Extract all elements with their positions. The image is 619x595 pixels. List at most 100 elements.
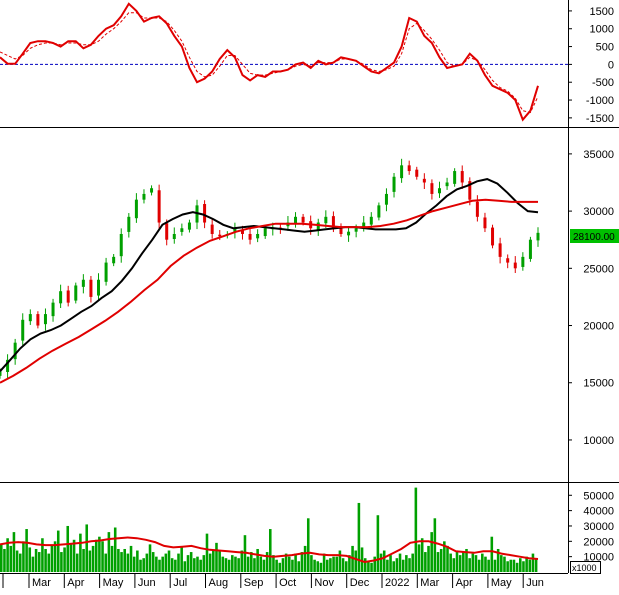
- x-axis-label: Apr: [456, 577, 473, 589]
- volume-bar: [224, 558, 228, 572]
- volume-bar: [69, 544, 73, 572]
- volume-bar: [398, 553, 402, 572]
- volume-bar: [354, 550, 358, 572]
- volume-bar: [155, 556, 158, 572]
- volume-bar: [6, 538, 9, 572]
- x-axis-label: Jul: [173, 577, 187, 589]
- volume-bar: [519, 558, 522, 572]
- candle-body: [339, 226, 343, 234]
- volume-bar: [512, 559, 516, 572]
- volume-bar: [481, 553, 484, 572]
- volume-panel: 50000 40000 30000 20000 10000: [0, 487, 614, 572]
- candle-body: [180, 228, 184, 232]
- volume-bar: [420, 538, 424, 572]
- volume-bar: [129, 545, 133, 572]
- volume-bar: [66, 525, 70, 572]
- volume-bar: [379, 553, 383, 572]
- volume-bar: [427, 545, 430, 572]
- volume-bar: [496, 548, 500, 572]
- volume-bar: [297, 561, 301, 572]
- candle-body: [407, 165, 411, 172]
- axis-labels: Mar Apr May Jun Jul Aug Sep Oct Nov Dec 2022 Mar Apr…: [2, 573, 544, 589]
- price-y-tick-label: 15000: [583, 378, 614, 390]
- volume-bar: [28, 547, 32, 572]
- volume-bar: [107, 532, 111, 572]
- candle-body: [536, 232, 540, 241]
- volume-bar: [395, 558, 399, 572]
- volume-bar: [449, 553, 452, 572]
- volume-bar: [158, 559, 161, 572]
- volume-bar: [63, 547, 66, 572]
- x-axis-label: Dec: [350, 577, 370, 589]
- volume-bar: [44, 548, 47, 572]
- volume-bar: [430, 532, 433, 572]
- moving-average-short: [0, 178, 539, 372]
- candle-body: [369, 216, 373, 225]
- volume-bar: [443, 541, 446, 572]
- volume-bar: [262, 559, 266, 572]
- volume-bar: [401, 559, 405, 572]
- volume-bar: [256, 548, 259, 572]
- volume-bar: [246, 556, 250, 572]
- osc-y-tick-label: 1000: [590, 24, 614, 36]
- volume-bar: [0, 544, 3, 572]
- volume-bar: [215, 542, 218, 572]
- volume-bar: [104, 553, 107, 572]
- last-price-tag-label: 28100.00: [573, 232, 615, 243]
- volume-bar: [9, 545, 13, 572]
- candle-body: [66, 290, 70, 303]
- volume-bar: [212, 550, 215, 572]
- volume-bar: [250, 552, 253, 572]
- candle-body: [172, 233, 176, 240]
- volume-y-tick-label: 20000: [583, 536, 614, 548]
- volume-bar: [382, 550, 386, 572]
- candle-body: [301, 216, 305, 223]
- last-price-tag-box: [570, 229, 619, 243]
- candle-body: [498, 243, 502, 257]
- volume-bar: [88, 550, 92, 572]
- volume-bar: [360, 547, 364, 572]
- volume-bar: [278, 562, 282, 572]
- volume-bar: [386, 559, 389, 572]
- candle-body: [316, 222, 320, 231]
- volume-bar: [196, 556, 199, 572]
- volume-bar: [284, 553, 288, 572]
- volume-bar: [170, 558, 174, 572]
- volume-bar: [60, 552, 63, 572]
- candle-body: [491, 227, 495, 246]
- candle-body: [127, 216, 131, 232]
- moving-average-long: [0, 198, 538, 384]
- x-axis-label: Sep: [244, 577, 264, 589]
- oscillator-line: [0, 2, 539, 122]
- volume-bar: [91, 545, 95, 572]
- volume-bar: [79, 533, 82, 572]
- candle-body: [294, 216, 298, 224]
- volume-bar: [37, 552, 41, 572]
- volume-bar: [490, 536, 494, 572]
- candle-body: [437, 188, 441, 194]
- volume-bar: [348, 555, 351, 572]
- volume-bar: [462, 552, 465, 572]
- volume-bar: [275, 559, 278, 572]
- candle-body: [165, 223, 169, 240]
- volume-bar: [47, 553, 51, 572]
- candle-body: [203, 204, 207, 223]
- volume-bar: [370, 562, 373, 572]
- volume-bar: [94, 539, 98, 572]
- x-axis-label: Oct: [279, 577, 296, 589]
- volume-bar: [316, 561, 320, 572]
- volume-bar: [177, 553, 180, 572]
- volume-bar: [411, 553, 414, 572]
- volume-bar: [291, 559, 294, 572]
- volume-bar: [303, 545, 307, 572]
- volume-bar: [25, 529, 28, 572]
- candle-body: [445, 182, 449, 187]
- candle-body: [21, 319, 25, 341]
- volume-bar: [341, 558, 345, 572]
- volume-bar: [474, 555, 478, 572]
- x-axis-label: Nov: [314, 577, 334, 589]
- candle-body: [187, 222, 191, 230]
- volume-bar: [332, 556, 335, 572]
- candle-body: [248, 233, 252, 240]
